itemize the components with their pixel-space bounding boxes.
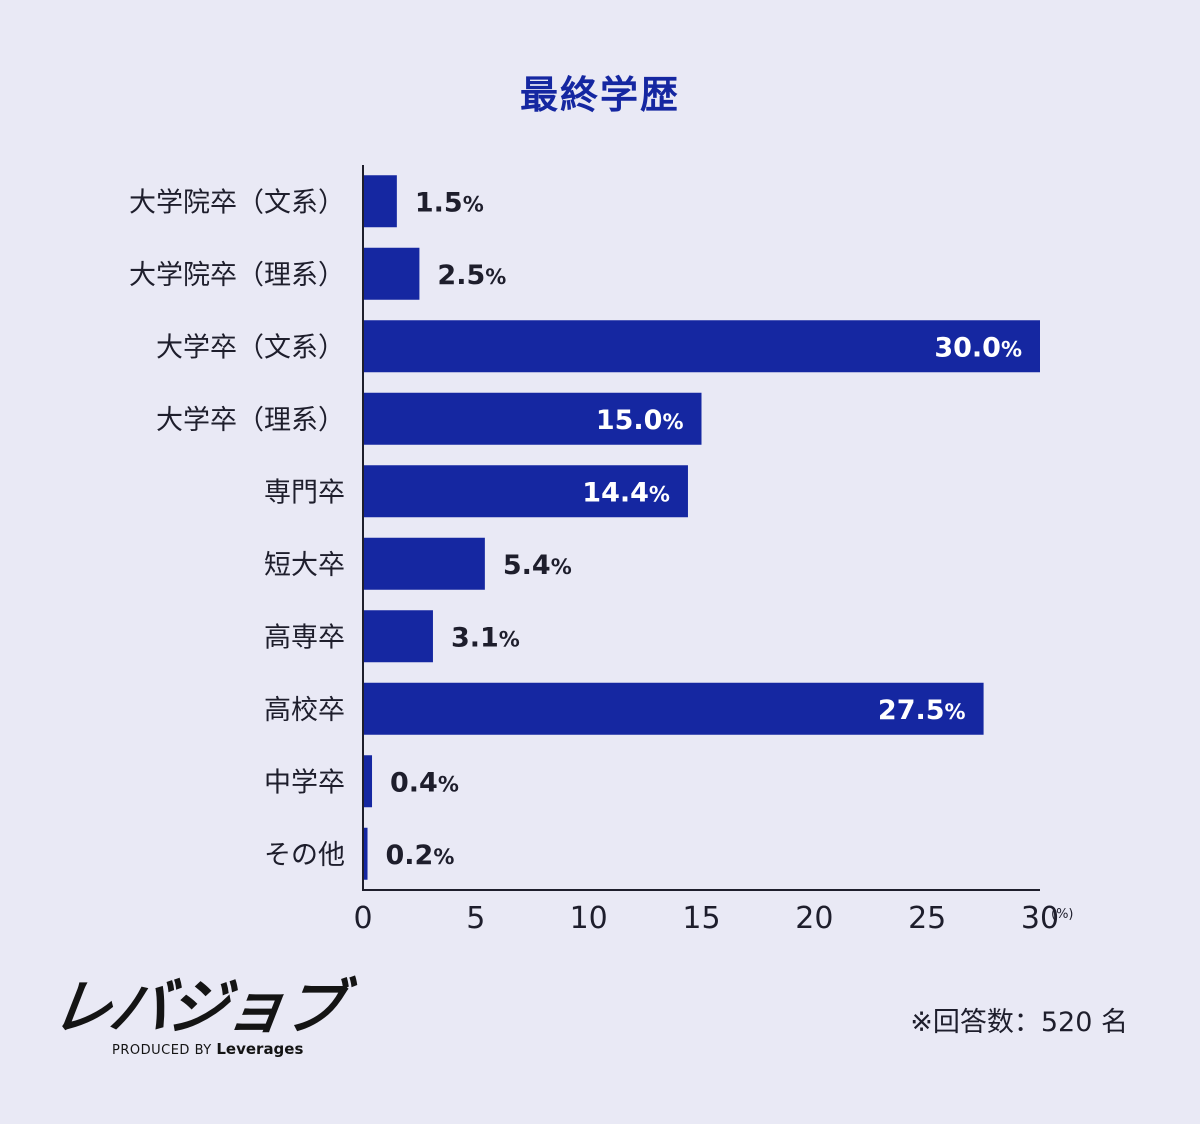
x-tick-label: 10 bbox=[570, 901, 608, 936]
bar bbox=[363, 320, 1040, 373]
bar-value-label: 27.5% bbox=[878, 695, 966, 726]
x-axis-unit: (%) bbox=[1051, 907, 1074, 922]
bar bbox=[363, 392, 702, 445]
x-tick-label: 0 bbox=[353, 901, 372, 936]
bar-value-label: 14.4% bbox=[582, 477, 670, 508]
bar bbox=[363, 682, 984, 735]
bar-value-label: 0.4% bbox=[390, 767, 459, 798]
bar-chart: 大学院卒（文系） 1.5% 大学院卒（理系） 2.5% 大学卒（文系） 30.0% 大学卒（… bbox=[129, 165, 1074, 936]
x-tick-label: 15 bbox=[682, 901, 720, 936]
category-label: 専門卒 bbox=[264, 477, 345, 508]
x-tick-label: 30 bbox=[1021, 901, 1059, 936]
respondent-count-note: ※回答数：520 名 bbox=[910, 1007, 1128, 1038]
bar bbox=[363, 610, 433, 663]
bar-value-label: 30.0% bbox=[934, 332, 1022, 363]
bar-value-unit: % bbox=[463, 192, 484, 216]
chart-title: 最終学歴 bbox=[519, 73, 680, 117]
bar-value-label: 3.1% bbox=[451, 622, 520, 653]
bar bbox=[363, 247, 420, 300]
category-label: 中学卒 bbox=[264, 767, 345, 798]
bar-value-unit: % bbox=[485, 265, 506, 289]
bar-value-label: 0.2% bbox=[386, 840, 455, 871]
category-label: その他 bbox=[264, 840, 345, 871]
category-label: 高専卒 bbox=[264, 622, 345, 653]
x-tick-label: 5 bbox=[466, 901, 485, 936]
logo-tagline-brand: Leverages bbox=[216, 1040, 304, 1058]
category-label: 大学卒（理系） bbox=[156, 405, 345, 436]
category-label: 大学院卒（文系） bbox=[129, 187, 345, 218]
bar bbox=[363, 175, 397, 228]
axes-group: 0 5 10 15 20 25 30(%) bbox=[353, 165, 1074, 936]
bar-value-unit: % bbox=[649, 482, 670, 506]
category-label: 高校卒 bbox=[264, 695, 345, 726]
brand-logo: レバジョブ PRODUCED BY Leverages bbox=[47, 973, 347, 1058]
category-label: 短大卒 bbox=[264, 550, 345, 581]
bar bbox=[363, 827, 368, 880]
logo-tagline: PRODUCED BY Leverages bbox=[112, 1040, 303, 1058]
bar-value-label: 15.0% bbox=[596, 405, 684, 436]
x-tick-label: 20 bbox=[795, 901, 833, 936]
bar-value-label: 2.5% bbox=[437, 260, 506, 291]
x-tick-label: 25 bbox=[908, 901, 946, 936]
bar-value-unit: % bbox=[662, 410, 683, 434]
bar-value-label: 5.4% bbox=[503, 550, 572, 581]
category-label: 大学卒（文系） bbox=[156, 332, 345, 363]
bar-value-unit: % bbox=[433, 845, 454, 869]
bar-value-label: 1.5% bbox=[415, 187, 484, 218]
bar bbox=[363, 755, 373, 808]
bar-value-unit: % bbox=[551, 555, 572, 579]
bars-group: 大学院卒（文系） 1.5% 大学院卒（理系） 2.5% 大学卒（文系） 30.0% 大学卒（… bbox=[129, 175, 1040, 880]
logo-wordmark: レバジョブ bbox=[47, 973, 347, 1043]
bar-value-unit: % bbox=[499, 627, 520, 651]
category-label: 大学院卒（理系） bbox=[129, 260, 345, 291]
logo-tagline-prefix: PRODUCED BY bbox=[112, 1043, 212, 1058]
bar-value-unit: % bbox=[945, 700, 966, 724]
bar bbox=[363, 465, 688, 518]
bar-value-unit: % bbox=[1001, 337, 1022, 361]
bar-value-unit: % bbox=[438, 772, 459, 796]
bar bbox=[363, 537, 485, 590]
